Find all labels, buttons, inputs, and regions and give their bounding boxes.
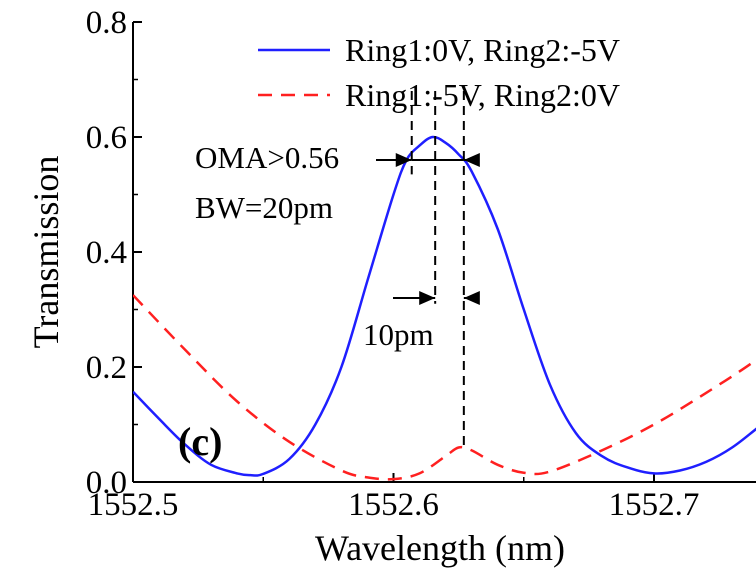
legend-label-series-2: Ring1:-5V, Ring2:0V [345,77,620,113]
ticks: 1552.5 1552.6 1552.7 0.0 0.2 0.4 0.6 0.8 [86,5,700,523]
y-tick-label: 0.0 [86,465,127,501]
x-tick-label: 1552.5 [88,487,179,523]
spacing-arrowhead-right [463,291,480,305]
spacing-annotation: 10pm [363,317,434,352]
panel-label: (c) [178,419,222,464]
oma-arrowhead-left [395,153,412,167]
oma-arrowhead-right [463,153,480,167]
series-line-1 [133,135,756,477]
y-tick-label: 0.8 [86,5,127,41]
y-tick-label: 0.2 [86,350,127,386]
spacing-arrowhead-left [419,291,436,305]
annotations [376,91,480,448]
legend-label-series-1: Ring1:0V, Ring2:-5V [345,32,620,68]
y-axis-title: Transmission [26,156,66,349]
y-tick-label: 0.4 [86,235,127,271]
oma-annotation: OMA>0.56 [195,140,339,175]
y-tick-label: 0.6 [86,120,127,156]
series-group [133,135,756,481]
x-tick-label: 1552.7 [609,487,700,523]
series-line-2 [133,294,756,481]
legend: Ring1:0V, Ring2:-5V Ring1:-5V, Ring2:0V [258,32,620,113]
x-tick-label: 1552.6 [348,487,439,523]
bw-annotation: BW=20pm [195,190,333,225]
x-axis-title: Wavelength (nm) [315,528,565,568]
